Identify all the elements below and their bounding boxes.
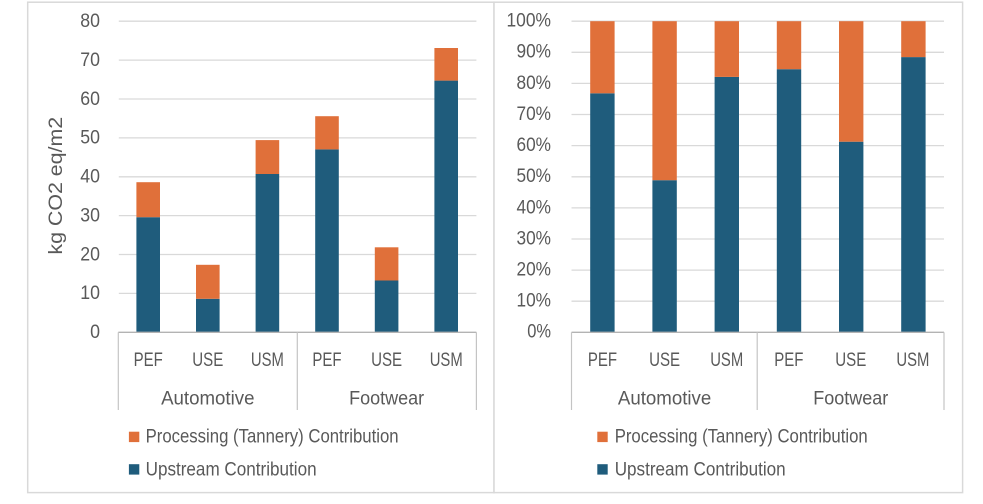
svg-text:kg CO2 eq/m2: kg CO2 eq/m2 xyxy=(45,117,67,255)
svg-text:USM: USM xyxy=(430,349,463,371)
svg-text:PEF: PEF xyxy=(312,349,341,371)
svg-text:USE: USE xyxy=(835,349,866,371)
svg-text:20: 20 xyxy=(80,243,100,265)
svg-text:30: 30 xyxy=(80,204,100,226)
svg-text:Footwear: Footwear xyxy=(813,387,888,409)
svg-text:Automotive: Automotive xyxy=(618,387,711,409)
svg-text:10%: 10% xyxy=(517,290,552,312)
svg-text:70%: 70% xyxy=(517,103,552,125)
svg-text:70: 70 xyxy=(80,49,100,71)
svg-text:30%: 30% xyxy=(517,227,552,249)
svg-text:80: 80 xyxy=(80,10,100,32)
svg-text:USM: USM xyxy=(710,349,743,371)
svg-text:PEF: PEF xyxy=(774,349,803,371)
svg-text:USE: USE xyxy=(649,349,680,371)
svg-text:Automotive: Automotive xyxy=(161,387,254,409)
svg-text:20%: 20% xyxy=(517,259,552,281)
svg-text:USE: USE xyxy=(371,349,402,371)
svg-text:0: 0 xyxy=(90,321,100,343)
svg-text:60: 60 xyxy=(80,88,100,110)
svg-text:40: 40 xyxy=(80,166,100,188)
svg-text:10: 10 xyxy=(80,282,100,304)
svg-text:PEF: PEF xyxy=(588,349,617,371)
svg-text:Footwear: Footwear xyxy=(349,387,424,409)
svg-text:USM: USM xyxy=(896,349,929,371)
svg-text:40%: 40% xyxy=(517,196,552,218)
svg-text:USE: USE xyxy=(192,349,223,371)
svg-text:PEF: PEF xyxy=(134,349,163,371)
svg-text:Upstream Contribution: Upstream Contribution xyxy=(146,458,317,480)
svg-text:0%: 0% xyxy=(527,321,551,343)
svg-text:50%: 50% xyxy=(517,165,552,187)
svg-text:Upstream Contribution: Upstream Contribution xyxy=(615,458,786,480)
svg-text:60%: 60% xyxy=(517,134,552,156)
svg-text:90%: 90% xyxy=(517,41,552,63)
svg-text:USM: USM xyxy=(251,349,284,371)
svg-text:80%: 80% xyxy=(517,72,552,94)
svg-text:50: 50 xyxy=(80,127,100,149)
svg-text:Processing (Tannery) Contribut: Processing (Tannery) Contribution xyxy=(146,426,399,448)
svg-text:Processing (Tannery) Contribut: Processing (Tannery) Contribution xyxy=(615,426,868,448)
svg-text:100%: 100% xyxy=(507,10,552,32)
